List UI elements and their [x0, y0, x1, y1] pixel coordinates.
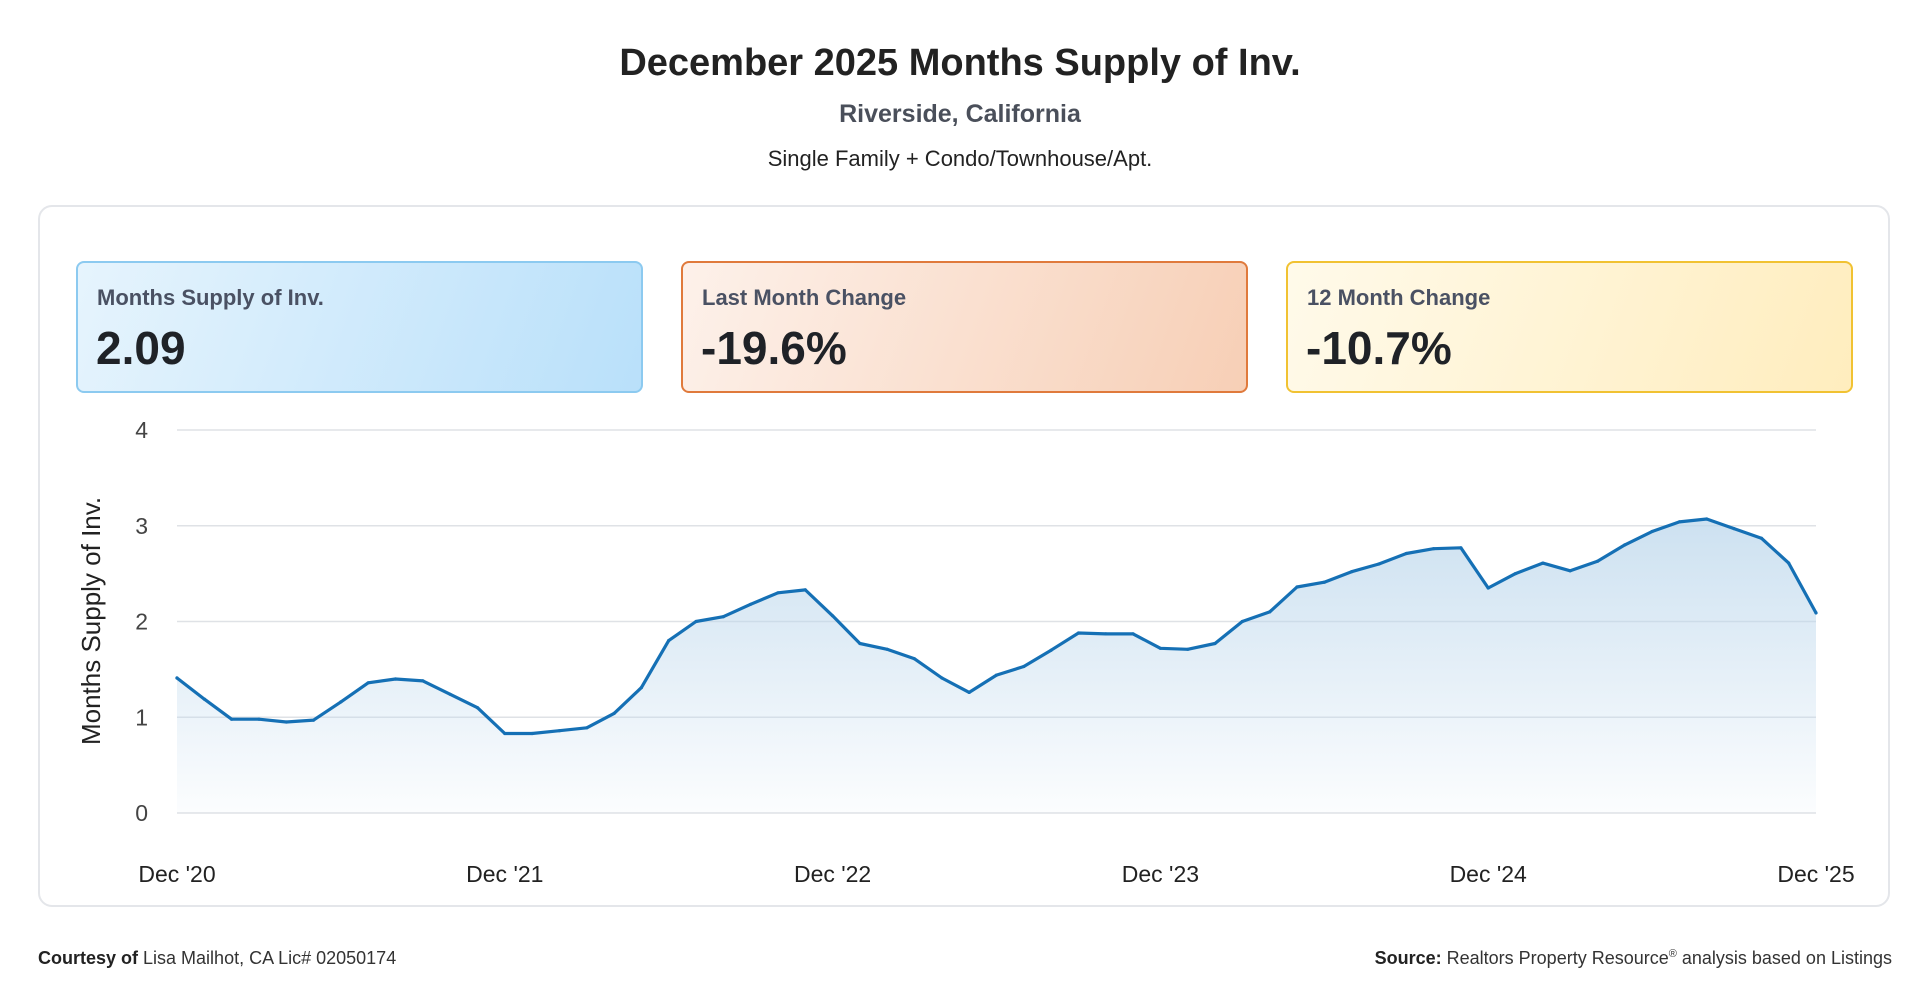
last-month-change-label: Last Month Change [702, 285, 907, 310]
data-point [1322, 580, 1326, 584]
data-point [1049, 648, 1053, 652]
last-month-change-value: -19.6% [701, 322, 847, 374]
data-point [448, 692, 452, 696]
data-point [749, 602, 753, 606]
data-point [1432, 547, 1436, 551]
data-point [721, 615, 725, 619]
y-tick-label: 3 [135, 513, 148, 539]
data-point [421, 679, 425, 683]
data-point [1595, 559, 1600, 563]
x-tick-label: Dec '23 [1122, 861, 1199, 887]
x-tick-label: Dec '21 [466, 861, 543, 887]
data-point [1377, 562, 1381, 566]
y-tick-label: 4 [135, 417, 148, 443]
data-point [831, 614, 835, 618]
data-point [967, 690, 971, 695]
x-tick-label: Dec '25 [1777, 861, 1854, 887]
last-month-change-card: Last Month Change -19.6% [681, 261, 1248, 393]
data-point [503, 731, 507, 736]
data-point [1268, 610, 1272, 614]
data-point [393, 677, 398, 681]
data-point [257, 717, 261, 721]
data-point [284, 720, 288, 724]
data-point [803, 588, 807, 592]
data-point [1022, 664, 1026, 669]
data-point [612, 711, 616, 716]
twelve-month-change-label: 12 Month Change [1307, 285, 1491, 310]
data-point [1104, 632, 1108, 636]
data-point [885, 647, 889, 651]
courtesy-note: Courtesy of Lisa Mailhot, CA Lic# 020501… [38, 948, 396, 969]
data-point [1568, 569, 1572, 573]
data-point [1732, 527, 1736, 531]
months-supply-label: Months Supply of Inv. [97, 285, 324, 310]
months-supply-value: 2.09 [96, 322, 186, 374]
data-point [694, 619, 698, 624]
x-tick-label: Dec '22 [794, 861, 871, 887]
data-point [175, 676, 179, 680]
data-point [994, 673, 999, 677]
data-point [1158, 646, 1162, 650]
courtesy-text: Lisa Mailhot, CA Lic# 02050174 [143, 948, 397, 968]
data-point [1240, 619, 1244, 624]
data-point [1513, 572, 1518, 576]
data-point [1650, 529, 1654, 534]
twelve-month-change-card: 12 Month Change -10.7% [1286, 261, 1853, 393]
data-point [1131, 632, 1135, 636]
data-point [1076, 631, 1081, 635]
data-point [1623, 543, 1627, 547]
data-point [912, 657, 917, 661]
data-point [1213, 641, 1217, 646]
data-point [1541, 561, 1545, 565]
property-segment: Single Family + Condo/Townhouse/Apt. [767, 146, 1153, 171]
data-point [230, 717, 234, 721]
page-title: December 2025 Months Supply of Inv. [619, 42, 1301, 84]
data-point [639, 686, 644, 690]
y-tick-label: 1 [135, 704, 148, 730]
data-point [858, 641, 862, 646]
source-note: Source: Realtors Property Resource® anal… [1375, 948, 1892, 969]
source-suffix: analysis based on Listings [1681, 948, 1892, 968]
data-point [475, 706, 480, 710]
data-point [1350, 570, 1354, 574]
area-fill [177, 519, 1816, 813]
y-axis-label: Months Supply of Inv. [76, 497, 106, 745]
y-tick-label: 2 [135, 609, 148, 635]
x-tick-label: Dec '20 [138, 861, 215, 887]
data-point [1759, 536, 1763, 540]
x-tick-label: Dec '24 [1450, 861, 1527, 887]
source-text: Realtors Property Resource [1446, 948, 1669, 968]
data-point [1677, 520, 1681, 524]
data-point [557, 729, 562, 733]
source-label: Source: [1374, 948, 1442, 968]
data-point [339, 700, 343, 704]
data-point [1486, 586, 1490, 590]
data-point [312, 718, 316, 722]
data-point [366, 681, 370, 685]
data-point [1814, 611, 1818, 615]
data-point [1459, 546, 1463, 550]
data-point [1404, 551, 1408, 556]
data-point [585, 726, 589, 730]
data-point [667, 639, 671, 643]
data-point [202, 697, 206, 701]
registered-mark: ® [1668, 948, 1677, 960]
twelve-month-change-value: -10.7% [1306, 322, 1452, 374]
data-point [1787, 561, 1791, 565]
location-subtitle: Riverside, California [839, 100, 1081, 128]
data-point [1186, 647, 1190, 651]
data-point [1705, 517, 1709, 521]
data-point [940, 676, 944, 680]
data-point [530, 731, 534, 736]
months-supply-card: Months Supply of Inv. 2.09 [76, 261, 643, 393]
courtesy-label: Courtesy of [38, 948, 139, 968]
data-point [776, 591, 780, 595]
data-point [1295, 585, 1299, 589]
y-tick-label: 0 [135, 800, 148, 826]
